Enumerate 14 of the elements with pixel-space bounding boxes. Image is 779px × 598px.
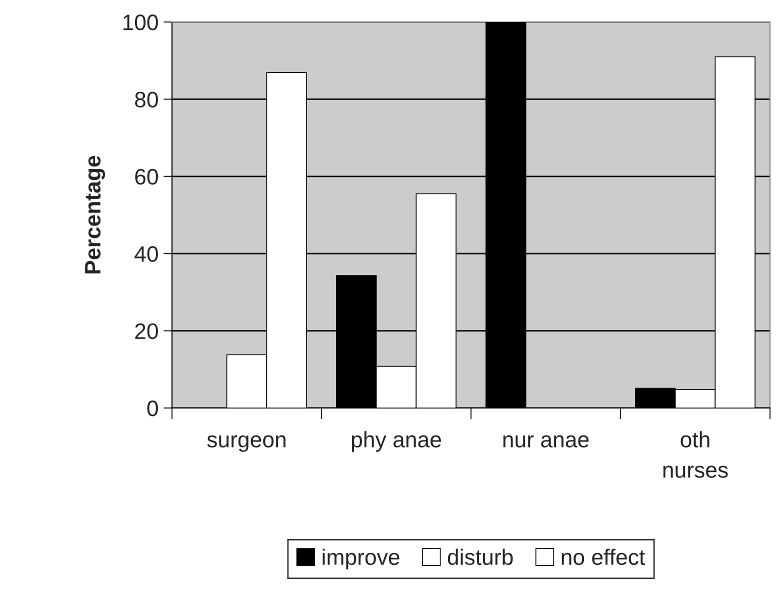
x-tick-label: nur anae <box>503 435 589 448</box>
y-tick-label: 20 <box>135 323 158 340</box>
legend-label: no effect <box>562 548 646 566</box>
x-tick-label: surgeon <box>207 435 286 452</box>
x-tick-label: oth nurses <box>663 431 728 478</box>
x-tick-label: phy anae <box>352 431 441 452</box>
y-axis-title: Percentage <box>85 156 106 274</box>
legend-label: disturb <box>448 548 513 566</box>
legend-label: improve <box>322 548 400 570</box>
y-tick-label: 80 <box>135 92 158 108</box>
y-tick-label: 60 <box>135 168 158 185</box>
y-tick-label: 100 <box>123 14 158 30</box>
y-tick-label: 40 <box>134 246 158 262</box>
y-tick-label: 0 <box>147 400 158 416</box>
